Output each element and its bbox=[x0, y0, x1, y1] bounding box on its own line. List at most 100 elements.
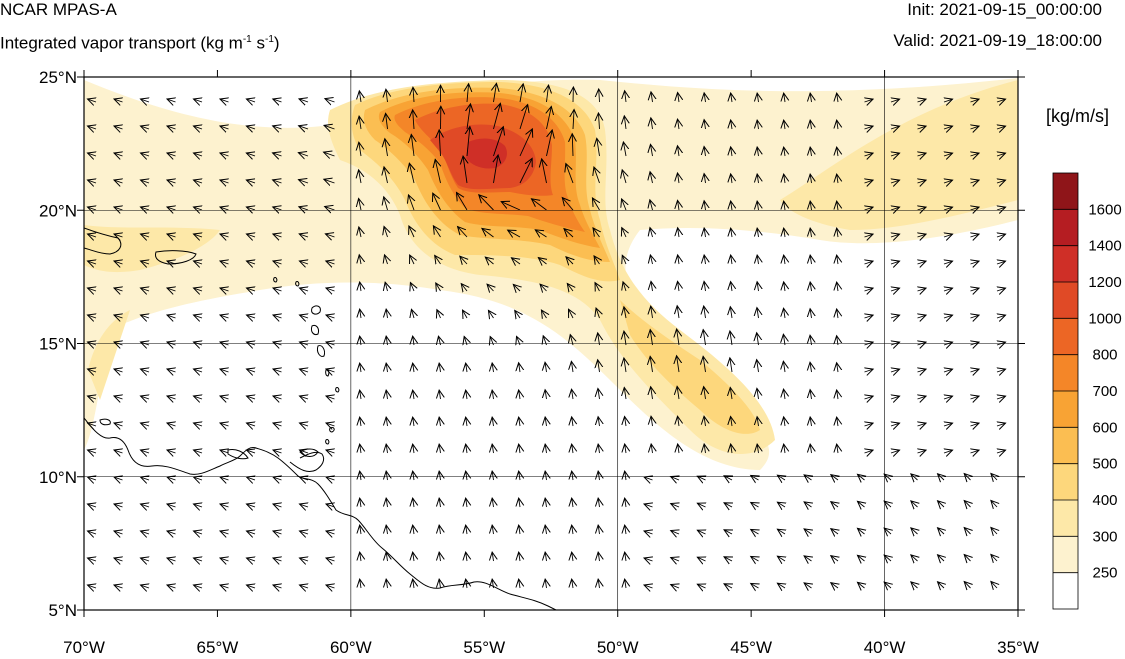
ivt-vector bbox=[220, 153, 229, 156]
ivt-vector bbox=[650, 144, 652, 157]
ivt-vector bbox=[837, 255, 838, 265]
ivt-vector bbox=[326, 531, 334, 534]
ivt-vector bbox=[997, 99, 1006, 102]
ivt-vector bbox=[220, 531, 228, 534]
ivt-vector bbox=[623, 282, 626, 292]
ivt-vector bbox=[831, 475, 838, 480]
ivt-vector bbox=[384, 226, 387, 238]
ivt-vector bbox=[299, 207, 309, 210]
ivt-vector bbox=[386, 89, 388, 103]
ivt-vector bbox=[938, 501, 944, 507]
ivt-vector bbox=[194, 342, 202, 345]
ivt-vector bbox=[625, 471, 626, 481]
ivt-vector bbox=[438, 336, 440, 346]
ivt-vector bbox=[865, 153, 874, 156]
ivt-vector bbox=[598, 417, 599, 427]
ivt-vector bbox=[918, 180, 927, 183]
ivt-vector bbox=[88, 396, 96, 399]
ivt-vector bbox=[650, 330, 652, 346]
ivt-vector bbox=[114, 369, 122, 372]
ivt-vector bbox=[884, 555, 891, 561]
ivt-vector bbox=[88, 477, 96, 480]
ivt-vector bbox=[194, 261, 202, 264]
ivt-vector bbox=[220, 315, 228, 318]
hispaniola-coast bbox=[84, 227, 122, 255]
ivt-vector bbox=[810, 390, 811, 400]
y-tick-label: 25°N bbox=[39, 68, 77, 87]
ivt-vector bbox=[997, 126, 1006, 129]
ivt-vector bbox=[501, 202, 521, 211]
ivt-vector bbox=[644, 477, 652, 480]
ivt-vector bbox=[246, 234, 255, 237]
ivt-vector bbox=[273, 207, 282, 210]
ivt-vector bbox=[360, 471, 361, 481]
ivt-vector bbox=[810, 335, 811, 346]
ivt-vector bbox=[167, 315, 175, 318]
ivt-vector bbox=[519, 579, 520, 589]
model-title: NCAR MPAS-A bbox=[0, 0, 117, 19]
ivt-vector bbox=[220, 288, 228, 291]
ivt-vector bbox=[651, 416, 652, 427]
ivt-vector bbox=[519, 390, 520, 400]
ivt-vector bbox=[594, 256, 599, 264]
ivt-vector bbox=[944, 207, 953, 210]
ivt-vector bbox=[865, 450, 874, 453]
ivt-vector bbox=[467, 104, 470, 130]
ivt-vector bbox=[837, 417, 838, 427]
ivt-vector bbox=[88, 585, 96, 588]
colorbar-label: 1400 bbox=[1088, 238, 1121, 255]
ivt-vector bbox=[918, 234, 927, 237]
ivt-vector bbox=[751, 475, 759, 480]
ivt-vectors bbox=[88, 83, 1006, 588]
ivt-vector bbox=[545, 390, 546, 400]
ivt-vector bbox=[810, 228, 811, 238]
ivt-vector bbox=[651, 118, 653, 130]
ivt-vector bbox=[114, 180, 122, 183]
ivt-vector bbox=[677, 329, 679, 346]
ivt-vector bbox=[837, 147, 838, 157]
ivt-vector bbox=[784, 255, 785, 265]
ivt-vector bbox=[413, 444, 414, 454]
ivt-vector bbox=[703, 330, 705, 346]
ivt-vector bbox=[141, 342, 149, 345]
ivt-vector bbox=[247, 288, 255, 291]
ivt-vector bbox=[439, 579, 440, 589]
ivt-vector bbox=[884, 528, 891, 534]
ivt-vector bbox=[194, 369, 202, 372]
ivt-vector bbox=[325, 234, 335, 237]
x-tick-label: 35°W bbox=[997, 638, 1039, 657]
colorbar-label: 1200 bbox=[1088, 274, 1121, 291]
ivt-vector bbox=[545, 444, 546, 454]
ivt-vector bbox=[784, 93, 785, 103]
ivt-vector bbox=[247, 315, 255, 318]
ivt-vector bbox=[704, 93, 705, 103]
ivt-vector bbox=[545, 498, 546, 508]
ivt-vector bbox=[167, 396, 175, 399]
ivt-vector bbox=[141, 180, 149, 183]
ivt-vector bbox=[273, 99, 282, 102]
ivt-vector bbox=[865, 423, 874, 426]
ivt-vector bbox=[384, 167, 387, 184]
ivt-vector bbox=[704, 147, 705, 157]
ivt-vector bbox=[167, 423, 175, 426]
antigua-island bbox=[295, 281, 300, 287]
ivt-vector bbox=[435, 255, 441, 264]
ivt-vector bbox=[944, 234, 953, 237]
ivt-vector bbox=[326, 423, 334, 426]
ivt-vector bbox=[784, 201, 785, 211]
ivt-shading bbox=[84, 78, 1018, 470]
ivt-vector bbox=[141, 153, 149, 156]
ivt-vector bbox=[141, 315, 149, 318]
ivt-vector bbox=[671, 585, 679, 588]
ivt-vector bbox=[194, 531, 202, 534]
ivt-vector bbox=[757, 308, 759, 319]
ivt-vector bbox=[918, 342, 927, 345]
ivt-vector bbox=[593, 228, 599, 238]
barbados-island bbox=[335, 387, 340, 393]
ivt-vector bbox=[326, 288, 335, 291]
ivt-vector bbox=[517, 336, 520, 345]
ivt-vector bbox=[299, 288, 308, 291]
x-tick-label: 55°W bbox=[463, 638, 505, 657]
ivt-vector bbox=[757, 444, 758, 454]
ivt-vector bbox=[991, 500, 997, 507]
